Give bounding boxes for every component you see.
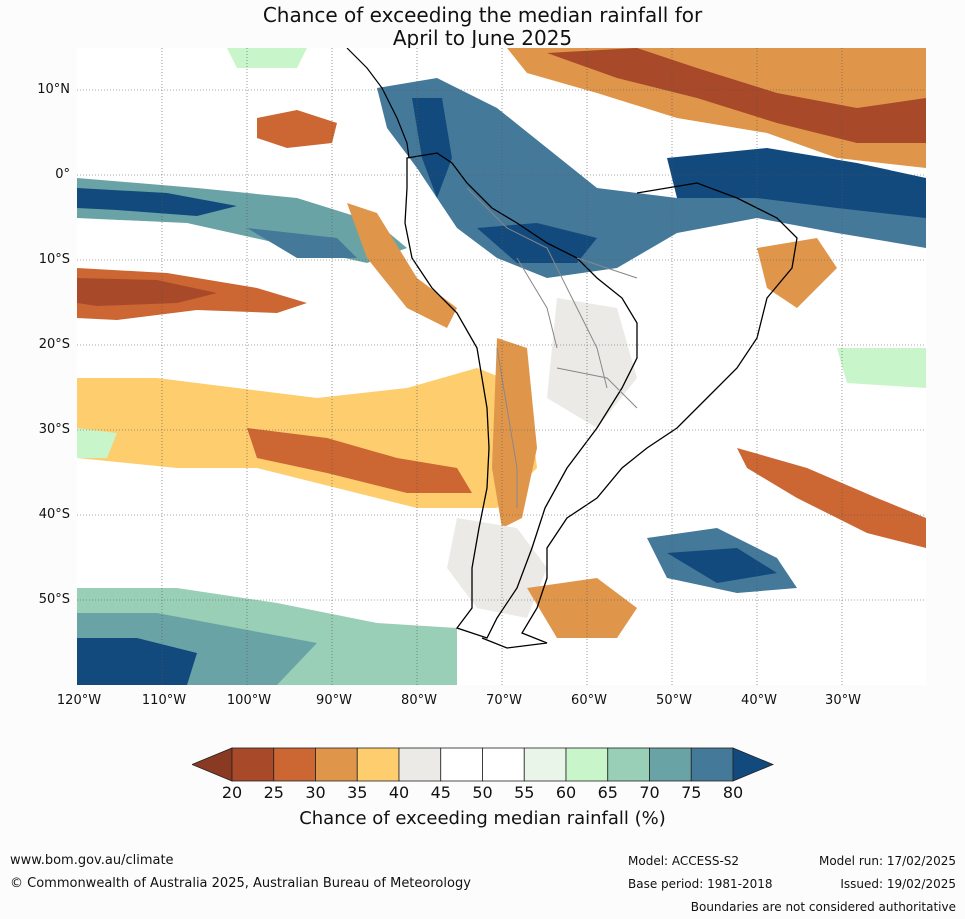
wet-band-equatorial-pacific-core <box>77 188 237 216</box>
colorbar-segment <box>649 747 692 782</box>
lon-label-100w: 100°W <box>226 693 272 708</box>
colorbar-tick-label: 50 <box>472 783 493 802</box>
footer-copyright: © Commonwealth of Australia 2025, Austra… <box>10 876 471 891</box>
lon-label-120w: 120°W <box>56 693 102 708</box>
lon-label-80w: 80°W <box>401 693 437 708</box>
colorbar-tick-label: 20 <box>221 783 243 802</box>
colorbar-segment <box>273 747 316 782</box>
colorbar-label: Chance of exceeding median rainfall (%) <box>299 808 666 829</box>
colorbar-tick-label: 80 <box>722 783 744 802</box>
colorbar-segment <box>607 747 650 782</box>
colorbar-under-arrow <box>190 747 233 782</box>
lon-label-30w: 30°W <box>825 693 861 708</box>
dry-field-east-pacific <box>257 110 337 148</box>
wet-band-southern-pacific-core <box>77 638 197 685</box>
lat-label-10n: 10°N <box>37 82 70 97</box>
footer-base-period: Base period: 1981-2018 <box>628 877 773 891</box>
footer-issued: Issued: 19/02/2025 <box>840 877 956 891</box>
footer-disclaimer: Boundaries are not considered authoritat… <box>690 900 956 914</box>
country-boundaries <box>466 187 638 508</box>
lat-label-30s: 30°S <box>38 422 70 437</box>
wet-field-light-patch-2 <box>227 48 307 68</box>
dry-stripe-south-pacific-core <box>77 278 217 306</box>
colorbar-tick-label: 40 <box>388 783 410 802</box>
lat-label-40s: 40°S <box>38 507 70 522</box>
colorbar-segment <box>440 747 483 782</box>
dry-field-south-atlantic <box>737 448 926 548</box>
footer-model: Model: ACCESS-S2 <box>628 854 740 868</box>
wet-band-pacific-lower <box>247 228 357 258</box>
colorbar-segment <box>356 747 400 782</box>
dry-field-brazil-coast <box>757 238 837 308</box>
wet-field-core-amazon <box>412 98 452 198</box>
colorbar-segment <box>315 747 358 782</box>
south-america-coastline <box>404 152 638 639</box>
dry-field-north-atlantic-core <box>547 48 926 143</box>
dry-field-coast-peru <box>347 203 457 328</box>
map-svg <box>77 48 926 685</box>
wet-field-light-patch-1 <box>77 428 117 458</box>
colorbar-segment <box>482 747 525 782</box>
colorbar-segment <box>398 747 442 782</box>
wet-field-core-atlantic <box>667 148 926 218</box>
chart-title: Chance of exceeding the median rainfall … <box>0 4 965 50</box>
colorbar-segment <box>523 747 567 782</box>
footer-website: www.bom.gov.au/climate <box>10 853 174 868</box>
wet-field-light-patch-3 <box>837 348 926 388</box>
lon-label-70w: 70°W <box>486 693 522 708</box>
colorbar-svg <box>190 747 775 782</box>
lat-label-20s: 20°S <box>38 337 70 352</box>
colorbar <box>190 747 775 786</box>
footer-model-run: Model run: 17/02/2025 <box>818 854 956 868</box>
colorbar-tick-label: 65 <box>597 783 618 802</box>
lon-label-90w: 90°W <box>316 693 352 708</box>
graticule <box>77 48 926 685</box>
neutral-field-argentina <box>547 298 637 428</box>
lon-label-40w: 40°W <box>741 693 777 708</box>
colorbar-tick-label: 30 <box>305 783 326 802</box>
colorbar-tick-label: 45 <box>430 783 451 802</box>
lat-label-0: 0° <box>55 167 70 182</box>
colorbar-segment <box>690 747 734 782</box>
central-america-coastline <box>346 48 410 159</box>
colorbar-tick-label: 25 <box>263 783 284 802</box>
colorbar-tick-label: 70 <box>639 783 660 802</box>
colorbar-segment <box>565 747 609 782</box>
colorbar-tick-label: 75 <box>681 783 702 802</box>
lat-label-50s: 50°S <box>38 592 70 607</box>
lon-label-110w: 110°W <box>141 693 187 708</box>
colorbar-tick-label: 35 <box>347 783 368 802</box>
wet-field-south-atlantic-core <box>667 548 777 583</box>
dry-band-subtropical-core <box>247 428 472 493</box>
lat-label-10s: 10°S <box>38 252 70 267</box>
title-line-2: April to June 2025 <box>392 26 573 50</box>
colorbar-tick-label: 60 <box>555 783 577 802</box>
colorbar-over-arrow <box>732 747 775 782</box>
rainfall-map <box>77 48 926 685</box>
brazil-east-coast <box>481 182 798 649</box>
title-line-1: Chance of exceeding the median rainfall … <box>262 3 703 27</box>
lon-label-50w: 50°W <box>656 693 692 708</box>
dry-field-drake <box>527 578 637 638</box>
dry-field-north-atlantic <box>507 48 926 168</box>
colorbar-segment <box>231 747 275 782</box>
colorbar-tick-label: 55 <box>514 783 535 802</box>
lon-label-60w: 60°W <box>571 693 607 708</box>
